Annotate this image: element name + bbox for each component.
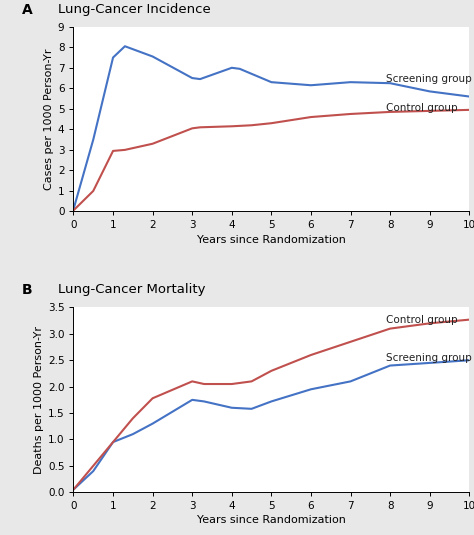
Text: Control group: Control group [386, 103, 458, 113]
X-axis label: Years since Randomization: Years since Randomization [197, 235, 346, 244]
Y-axis label: Deaths per 1000 Person-Yr: Deaths per 1000 Person-Yr [34, 326, 44, 474]
Text: Screening group: Screening group [386, 353, 472, 363]
Text: Lung-Cancer Mortality: Lung-Cancer Mortality [58, 284, 205, 296]
Y-axis label: Cases per 1000 Person-Yr: Cases per 1000 Person-Yr [44, 48, 54, 190]
X-axis label: Years since Randomization: Years since Randomization [197, 515, 346, 525]
Text: B: B [22, 284, 33, 297]
Text: A: A [22, 3, 33, 17]
Text: Control group: Control group [386, 315, 458, 325]
Text: Lung-Cancer Incidence: Lung-Cancer Incidence [58, 3, 210, 16]
Text: Screening group: Screening group [386, 74, 472, 84]
